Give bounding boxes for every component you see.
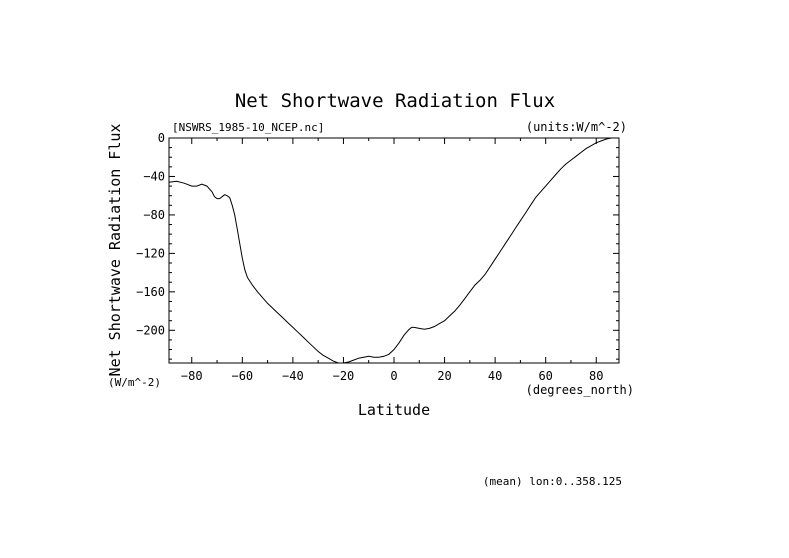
x-tick-label: 80 xyxy=(589,369,603,383)
y-tick-label: −40 xyxy=(143,169,165,183)
x-tick-label: 40 xyxy=(488,369,502,383)
y-tick-label: 0 xyxy=(158,131,165,145)
x-tick-label: −20 xyxy=(333,369,355,383)
x-tick-label: −40 xyxy=(282,369,304,383)
file-label: [NSWRS_1985-10_NCEP.nc] xyxy=(172,121,324,134)
x-tick-label: 60 xyxy=(538,369,552,383)
series-line xyxy=(168,137,617,364)
x-tick-label: −80 xyxy=(181,369,203,383)
x-units-label: (degrees_north) xyxy=(526,383,634,397)
x-axis-label: Latitude xyxy=(358,401,430,419)
y-tick-group: 0 −40 −80 −120 −160 −200 xyxy=(136,131,619,360)
units-label: (units:W/m^-2) xyxy=(526,120,627,134)
y-tick-label: −120 xyxy=(136,246,165,260)
x-tick-label: −60 xyxy=(231,369,253,383)
y-axis-label: Net Shortwave Radiation Flux xyxy=(106,124,124,377)
x-tick-group: −80 −60 −40 −20 0 20 40 60 80 xyxy=(181,138,603,383)
y-tick-label: −200 xyxy=(136,323,165,337)
x-tick-label: 0 xyxy=(390,369,397,383)
y-tick-label: −80 xyxy=(143,208,165,222)
x-tick-label: 20 xyxy=(437,369,451,383)
y-tick-label: −160 xyxy=(136,285,165,299)
plot-frame xyxy=(168,137,620,364)
y-units-label: (W/m^-2) xyxy=(108,376,161,389)
chart-title: Net Shortwave Radiation Flux xyxy=(235,90,555,112)
footnote: (mean) lon:0..358.125 xyxy=(483,475,622,488)
